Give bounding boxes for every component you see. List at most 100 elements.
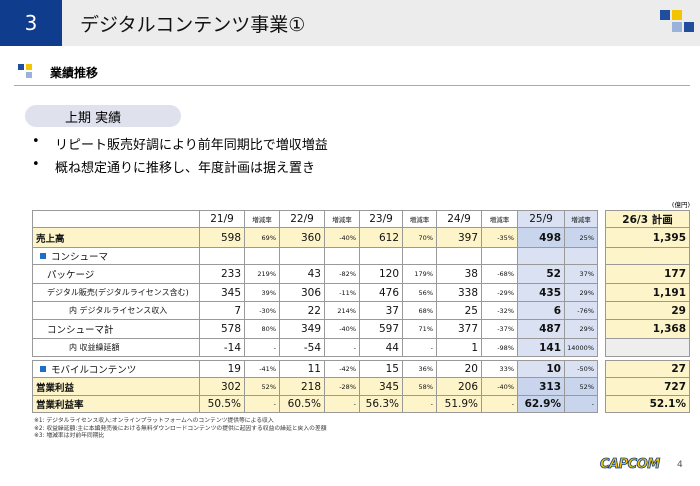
cell: -41% xyxy=(245,360,280,378)
cell: 219% xyxy=(245,265,280,284)
cell: 1 xyxy=(437,339,482,357)
cell: 177 xyxy=(605,265,690,284)
section-icon xyxy=(40,253,46,259)
cell: 377 xyxy=(437,320,482,339)
column-header: 25/9 xyxy=(518,210,565,228)
cell xyxy=(280,248,325,265)
cell: 233 xyxy=(200,265,245,284)
row-label-text: コンシューマ xyxy=(51,252,109,263)
cell: 727 xyxy=(605,378,690,396)
cell: 25% xyxy=(565,228,598,248)
rule xyxy=(14,85,690,86)
cell: 349 xyxy=(280,320,325,339)
column-header: 増減率 xyxy=(403,210,437,228)
row-label: 内 デジタルライセンス収入 xyxy=(32,302,200,320)
cell: 120 xyxy=(360,265,403,284)
cell: -40% xyxy=(482,378,518,396)
column-header: 増減率 xyxy=(565,210,598,228)
icon xyxy=(26,64,32,70)
cell: -42% xyxy=(325,360,360,378)
row-label-text: 営業利益 xyxy=(36,382,75,394)
cell: 52.1% xyxy=(605,396,690,413)
row-label: コンシューマ計 xyxy=(32,320,200,339)
cell: 22 xyxy=(280,302,325,320)
footnote: ※2: 収益繰延額:主に本編発売後における無料ダウンロードコンテンツの提供に起因… xyxy=(34,425,327,432)
row-label-text: パッケージ xyxy=(47,270,95,281)
cell: -30% xyxy=(245,302,280,320)
cell: 29% xyxy=(565,320,598,339)
cell: 37 xyxy=(360,302,403,320)
cell: -68% xyxy=(482,265,518,284)
cell: 56.3% xyxy=(360,396,403,413)
cell: 302 xyxy=(200,378,245,396)
cell: 58% xyxy=(403,378,437,396)
logo: CAPCOM xyxy=(600,457,661,473)
section-icon xyxy=(40,366,46,372)
cell: 11 xyxy=(280,360,325,378)
cell: 1,368 xyxy=(605,320,690,339)
cell: - xyxy=(403,339,437,357)
footnote: ※3: 増減率は対前年同期比 xyxy=(34,433,105,439)
icon xyxy=(18,64,24,70)
title: デジタルコンテンツ事業① xyxy=(80,14,306,36)
cell: 218 xyxy=(280,378,325,396)
cell: 27 xyxy=(605,360,690,378)
cell: 206 xyxy=(437,378,482,396)
cell xyxy=(360,248,403,265)
cell: -35% xyxy=(482,228,518,248)
cell: 70% xyxy=(403,228,437,248)
cell: 1,395 xyxy=(605,228,690,248)
cell: 1,191 xyxy=(605,284,690,302)
row-label-text: 内 収益繰延額 xyxy=(69,343,120,352)
cell: -76% xyxy=(565,302,598,320)
row-label: 売上高 xyxy=(32,228,200,248)
cell: 52% xyxy=(565,378,598,396)
cell: 578 xyxy=(200,320,245,339)
cell: 38 xyxy=(437,265,482,284)
column-header: 増減率 xyxy=(325,210,360,228)
cell: 338 xyxy=(437,284,482,302)
cell: - xyxy=(565,396,598,413)
cell xyxy=(200,248,245,265)
cell: 71% xyxy=(403,320,437,339)
page-number: 4 xyxy=(677,460,683,470)
cell xyxy=(565,248,598,265)
cell: -32% xyxy=(482,302,518,320)
column-header: 21/9 xyxy=(200,210,245,228)
bullet: リピート販売好調により前年同期比で増収増益 xyxy=(55,138,328,153)
column-header: 22/9 xyxy=(280,210,325,228)
cell xyxy=(605,248,690,265)
deco xyxy=(660,10,670,20)
cell: 345 xyxy=(200,284,245,302)
header-cell xyxy=(32,210,200,228)
cell: -40% xyxy=(325,320,360,339)
cell xyxy=(245,248,280,265)
cell: 498 xyxy=(518,228,565,248)
row-label: コンシューマ xyxy=(32,248,200,265)
row-label: 営業利益率 xyxy=(32,396,200,413)
cell: 476 xyxy=(360,284,403,302)
cell: - xyxy=(325,339,360,357)
cell xyxy=(403,248,437,265)
cell: -40% xyxy=(325,228,360,248)
cell: 62.9% xyxy=(518,396,565,413)
cell xyxy=(325,248,360,265)
icon xyxy=(26,72,32,78)
cell: 597 xyxy=(360,320,403,339)
deco xyxy=(684,22,694,32)
row-label-text: モバイルコンテンツ xyxy=(51,365,137,376)
cell: 60.5% xyxy=(280,396,325,413)
cell: 612 xyxy=(360,228,403,248)
cell: 20 xyxy=(437,360,482,378)
cell: 39% xyxy=(245,284,280,302)
cell: 10 xyxy=(518,360,565,378)
cell: -28% xyxy=(325,378,360,396)
cell: 598 xyxy=(200,228,245,248)
cell: 435 xyxy=(518,284,565,302)
column-header: 26/3 計画 xyxy=(605,210,690,228)
deco xyxy=(672,22,682,32)
cell xyxy=(437,248,482,265)
column-header: 増減率 xyxy=(245,210,280,228)
cell: -98% xyxy=(482,339,518,357)
cell: 68% xyxy=(403,302,437,320)
